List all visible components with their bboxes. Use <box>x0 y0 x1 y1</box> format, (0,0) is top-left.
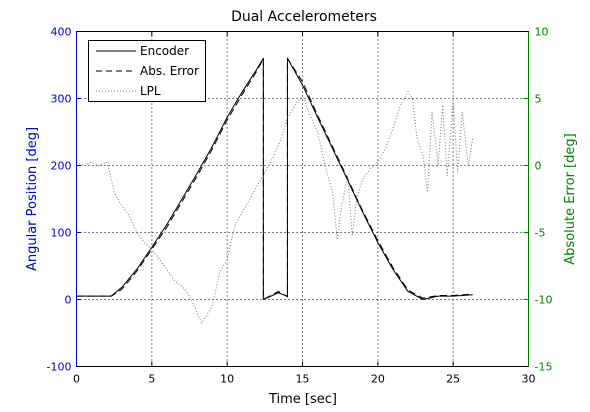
left-y-tick-label: 300 <box>51 93 72 106</box>
x-tick-label: 30 <box>522 373 536 386</box>
series-line-2 <box>76 91 474 324</box>
right-y-axis-label: Absolute Error [deg] <box>563 133 578 264</box>
grid <box>76 31 529 367</box>
right-y-tick-label: -15 <box>535 361 553 374</box>
right-y-tick-label: -10 <box>535 294 553 307</box>
x-tick-label: 25 <box>446 373 460 386</box>
left-y-tick-label: 100 <box>51 227 72 240</box>
x-tick-label: 15 <box>296 373 310 386</box>
left-y-tick-label: 200 <box>51 160 72 173</box>
right-y-tick-label: 5 <box>535 93 542 106</box>
right-y-tick-label: 0 <box>535 160 542 173</box>
x-tick-label: 0 <box>73 373 80 386</box>
axis-lines-layer <box>76 31 529 367</box>
x-tick-label: 20 <box>371 373 385 386</box>
x-axis-label: Time [sec] <box>268 392 337 407</box>
legend-label-lpl: LPL <box>140 84 161 98</box>
left-y-tick-label: 400 <box>51 26 72 39</box>
right-y-tick-label: 10 <box>535 26 549 39</box>
left-y-tick-label: 0 <box>65 294 72 307</box>
left-y-axis-label: Angular Position [deg] <box>25 127 40 271</box>
left-y-tick-label: -100 <box>47 361 72 374</box>
ticks-layer: 0 5 10 15 20 25 30-1000100200300400-15-10-5051… <box>47 26 553 386</box>
legend-label-encoder: Encoder <box>140 44 189 58</box>
legend-label-abs-error: Abs. Error <box>140 64 199 78</box>
x-tick-label: 5 <box>148 373 155 386</box>
series-line-1 <box>76 57 473 300</box>
legend: Encoder Abs. Error LPL <box>88 40 206 102</box>
right-y-tick-label: -5 <box>535 227 546 240</box>
series-layer <box>76 57 474 324</box>
x-tick-label: 10 <box>220 373 234 386</box>
chart-title: Dual Accelerometers <box>231 9 377 25</box>
series-line-0 <box>76 57 473 300</box>
